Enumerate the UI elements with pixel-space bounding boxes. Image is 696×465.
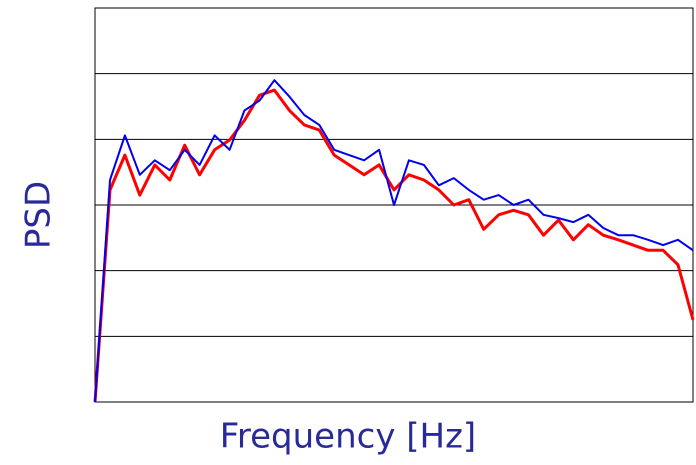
- x-axis-label: Frequency [Hz]: [220, 417, 476, 457]
- series-line: [93, 88, 695, 403]
- plot-frame: [94, 7, 694, 403]
- y-axis-label: PSD: [19, 181, 59, 249]
- series-line: [94, 79, 694, 403]
